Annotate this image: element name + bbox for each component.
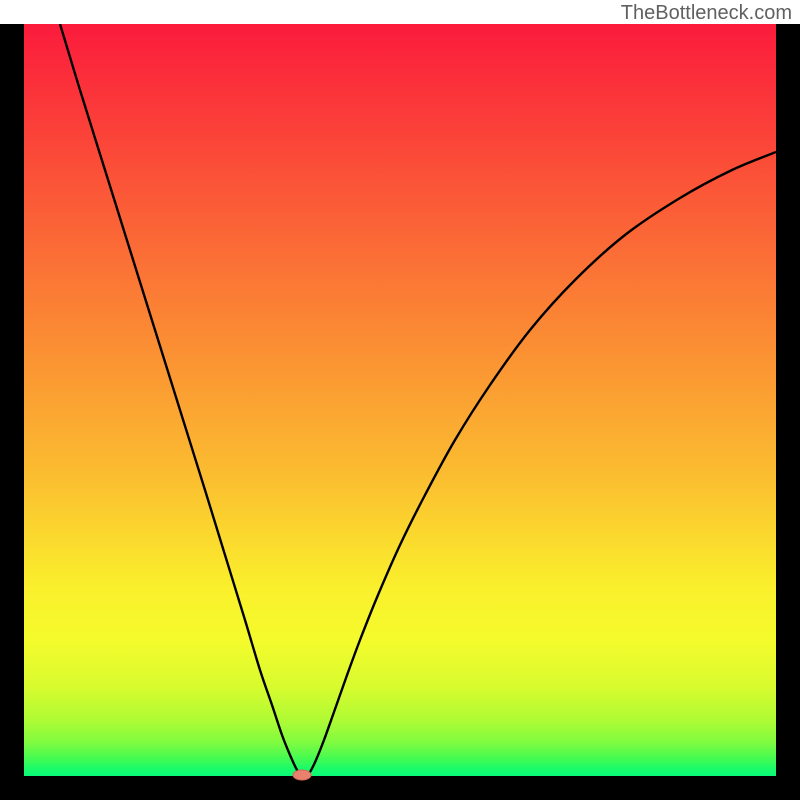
plot-background (24, 24, 776, 776)
bottleneck-chart (0, 0, 800, 800)
watermark-text: TheBottleneck.com (621, 2, 792, 25)
minimum-marker (293, 770, 311, 780)
chart-container: TheBottleneck.com (0, 0, 800, 800)
